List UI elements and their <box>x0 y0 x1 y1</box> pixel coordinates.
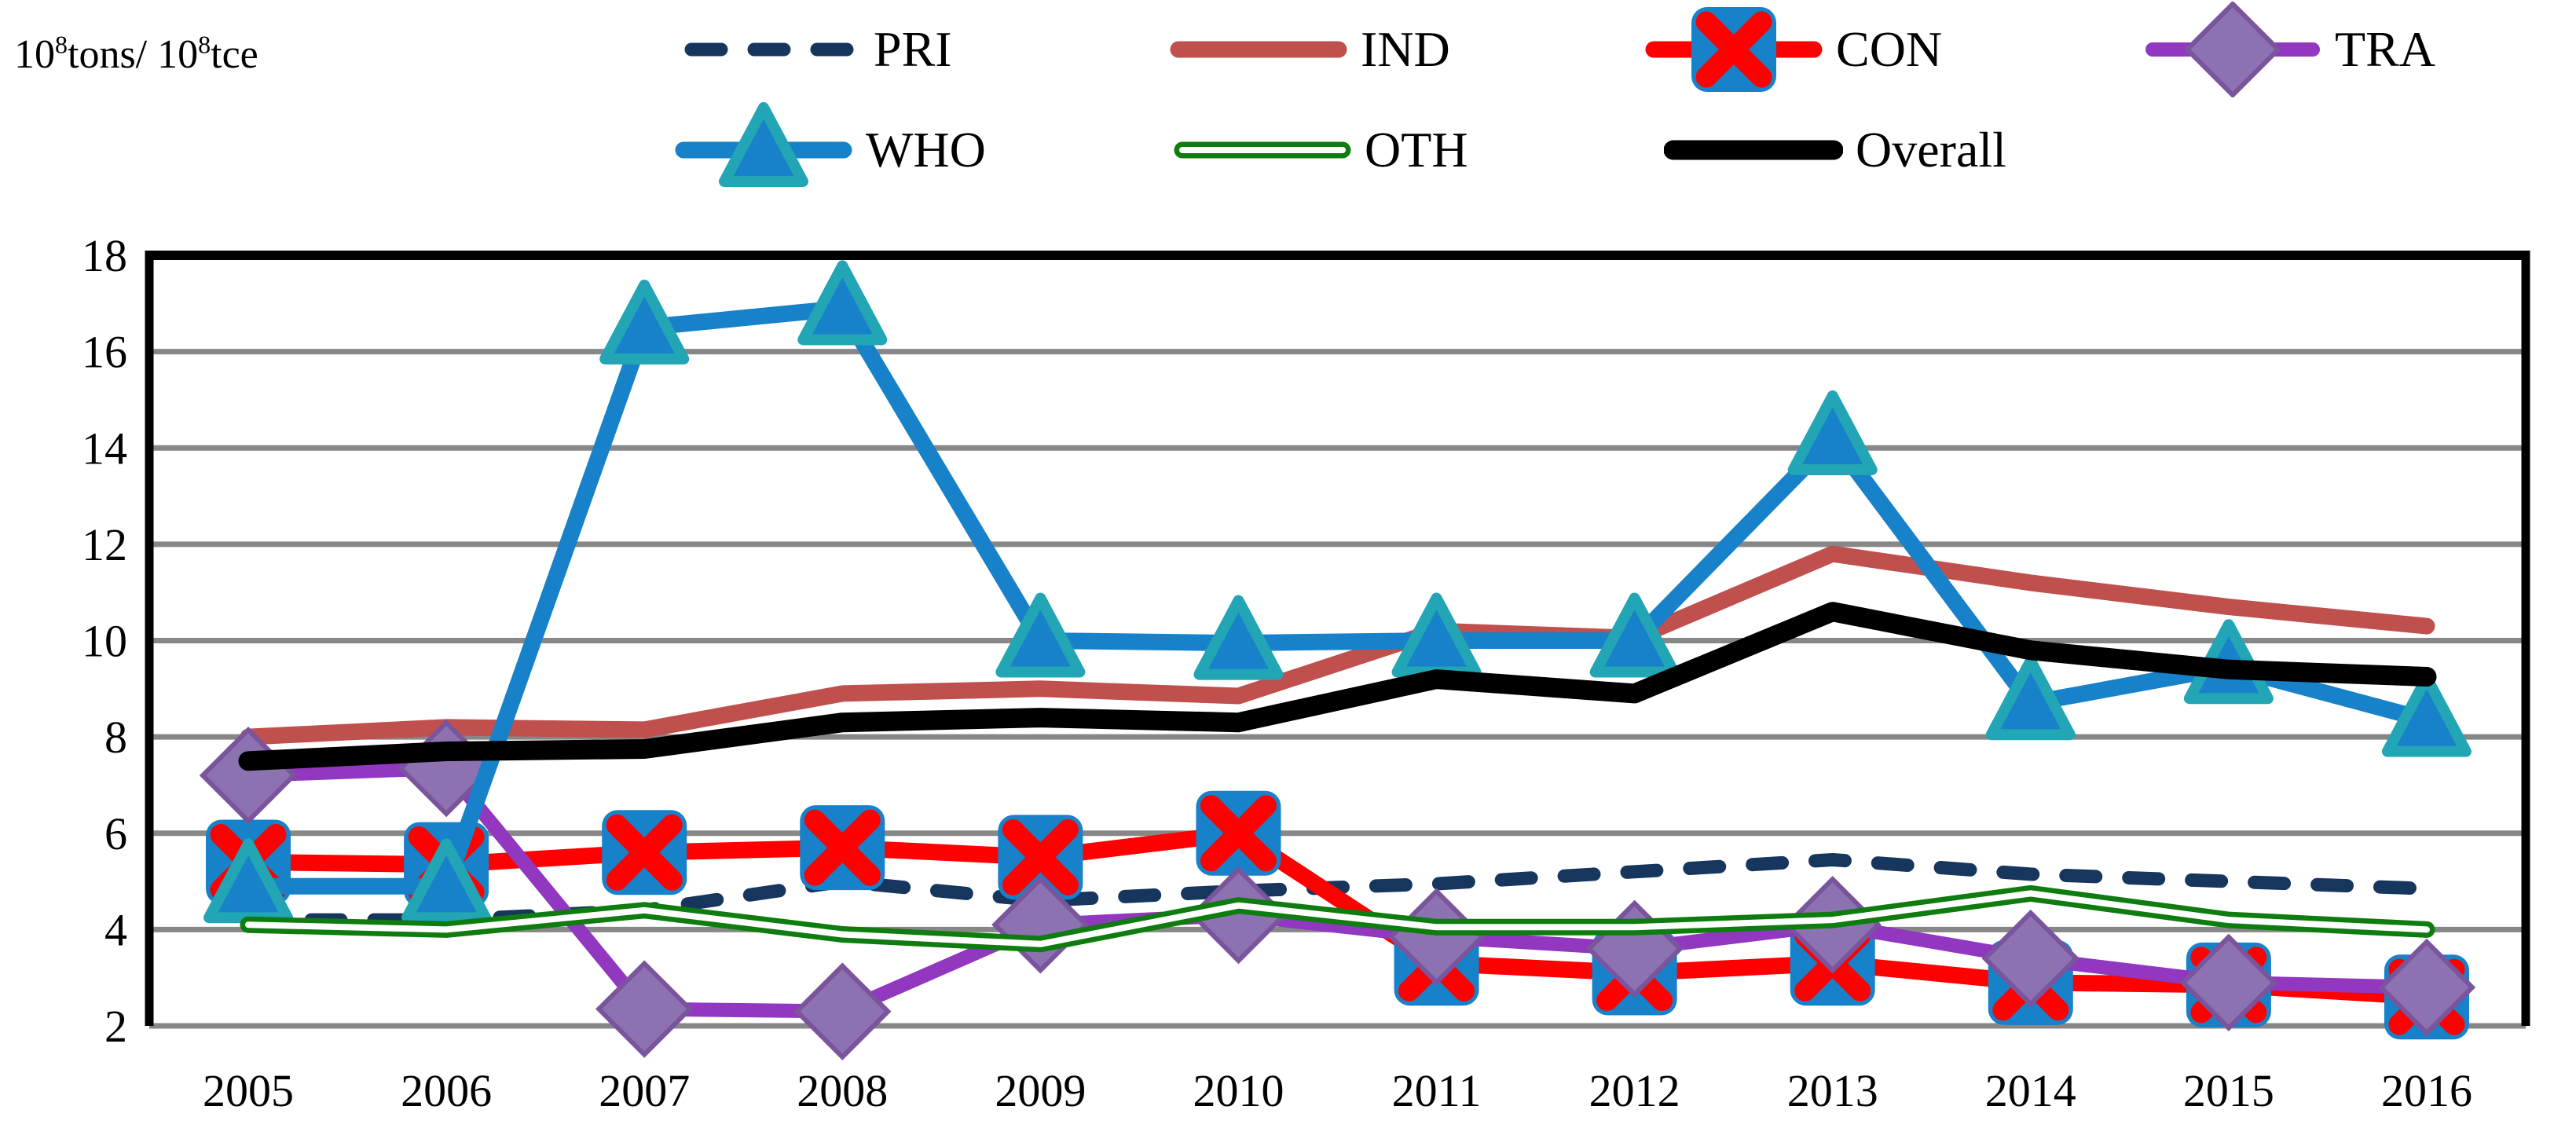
x-tick-2008: 2008 <box>797 1065 888 1116</box>
who-triangle-marker <box>2381 672 2472 757</box>
who-triangle-marker <box>1193 595 1284 680</box>
ind-line-sample-icon <box>1169 2 1348 97</box>
x-tick-2014: 2014 <box>1985 1065 2076 1116</box>
y-tick-4: 4 <box>104 904 127 955</box>
tra-diamond-marker <box>2183 0 2282 99</box>
y-tick-6: 6 <box>104 808 127 859</box>
x-axis-ticks: 2005 2006 2007 2008 2009 2010 2011 2012 2013 2014… <box>203 1065 2472 1116</box>
series-pri <box>241 853 2434 927</box>
pri-line-sample-icon <box>682 2 861 97</box>
x-tick-2016: 2016 <box>2381 1065 2472 1116</box>
unit-superscript: 8 <box>198 30 211 59</box>
tra-diamond-marker <box>595 960 694 1058</box>
legend-item-oth: OTH <box>1173 102 1468 198</box>
plot-border <box>145 251 2530 1026</box>
tra-diamond-marker <box>1981 909 2080 1008</box>
legend-label-con: CON <box>1836 21 1943 77</box>
unit-superscript: 8 <box>55 30 68 59</box>
y-axis-ticks: 18 16 14 12 10 8 6 4 2 <box>82 230 127 1052</box>
tra-line-sample-icon <box>2143 0 2322 99</box>
y-tick-12: 12 <box>82 519 127 570</box>
y-tick-18: 18 <box>82 230 127 281</box>
x-tick-2013: 2013 <box>1787 1065 1878 1116</box>
tra-diamond-marker <box>793 962 892 1060</box>
y-tick-2: 2 <box>104 1001 127 1052</box>
tra-diamond-marker <box>1387 888 1486 986</box>
y-tick-14: 14 <box>82 423 127 474</box>
who-line-sample-icon <box>674 102 853 198</box>
legend-label-oth: OTH <box>1365 122 1468 178</box>
legend-item-tra: TRA <box>2143 0 2435 99</box>
unit-text: 10 <box>14 32 55 77</box>
who-triangle-marker <box>401 838 492 924</box>
legend-label-who: WHO <box>866 122 986 178</box>
y-tick-10: 10 <box>82 616 127 667</box>
unit-text: tons/ 10 <box>68 32 199 77</box>
y-tick-16: 16 <box>82 327 127 378</box>
con-line-sample-icon <box>1644 2 1823 97</box>
legend-label-pri: PRI <box>874 21 952 77</box>
tra-diamond-marker <box>2377 938 2476 1037</box>
legend-item-ind: IND <box>1169 2 1450 97</box>
who-triangle-marker <box>599 279 690 364</box>
x-tick-2015: 2015 <box>2183 1065 2274 1116</box>
x-tick-2007: 2007 <box>599 1065 690 1116</box>
series-ind <box>240 545 2435 745</box>
x-tick-2009: 2009 <box>995 1065 1086 1116</box>
overall-line-sample-icon <box>1663 102 1844 198</box>
legend-label-ind: IND <box>1361 21 1450 77</box>
legend-label-overall: Overall <box>1856 122 2006 178</box>
series-overall <box>238 602 2437 771</box>
tra-diamond-marker <box>2179 933 2278 1032</box>
x-tick-2006: 2006 <box>401 1065 492 1116</box>
who-triangle-marker <box>1589 592 1680 678</box>
series-oth <box>240 884 2435 953</box>
legend-item-who: WHO <box>674 102 986 198</box>
who-triangle-marker <box>1787 390 1878 475</box>
legend-label-tra: TRA <box>2335 21 2435 77</box>
x-tick-2010: 2010 <box>1193 1065 1284 1116</box>
x-tick-2005: 2005 <box>203 1065 294 1116</box>
tra-diamond-marker <box>1189 866 1288 965</box>
unit-text: tce <box>211 32 258 77</box>
y-tick-8: 8 <box>104 712 127 763</box>
who-triangle-marker <box>719 102 808 187</box>
gridlines <box>149 349 2526 1029</box>
x-tick-2011: 2011 <box>1392 1065 1482 1116</box>
who-triangle-marker <box>797 260 888 346</box>
oth-line-sample-icon <box>1173 102 1352 198</box>
who-triangle-marker <box>995 592 1086 678</box>
x-tick-2012: 2012 <box>1589 1065 1680 1116</box>
who-triangle-marker <box>1985 655 2076 741</box>
legend-item-overall: Overall <box>1663 102 2006 198</box>
y-axis-unit-label: 108tons/ 108tce <box>14 31 258 78</box>
series-tra <box>199 719 2476 1060</box>
legend-item-con: CON <box>1644 2 1942 97</box>
series-who <box>203 260 2472 924</box>
legend-item-pri: PRI <box>682 2 952 97</box>
